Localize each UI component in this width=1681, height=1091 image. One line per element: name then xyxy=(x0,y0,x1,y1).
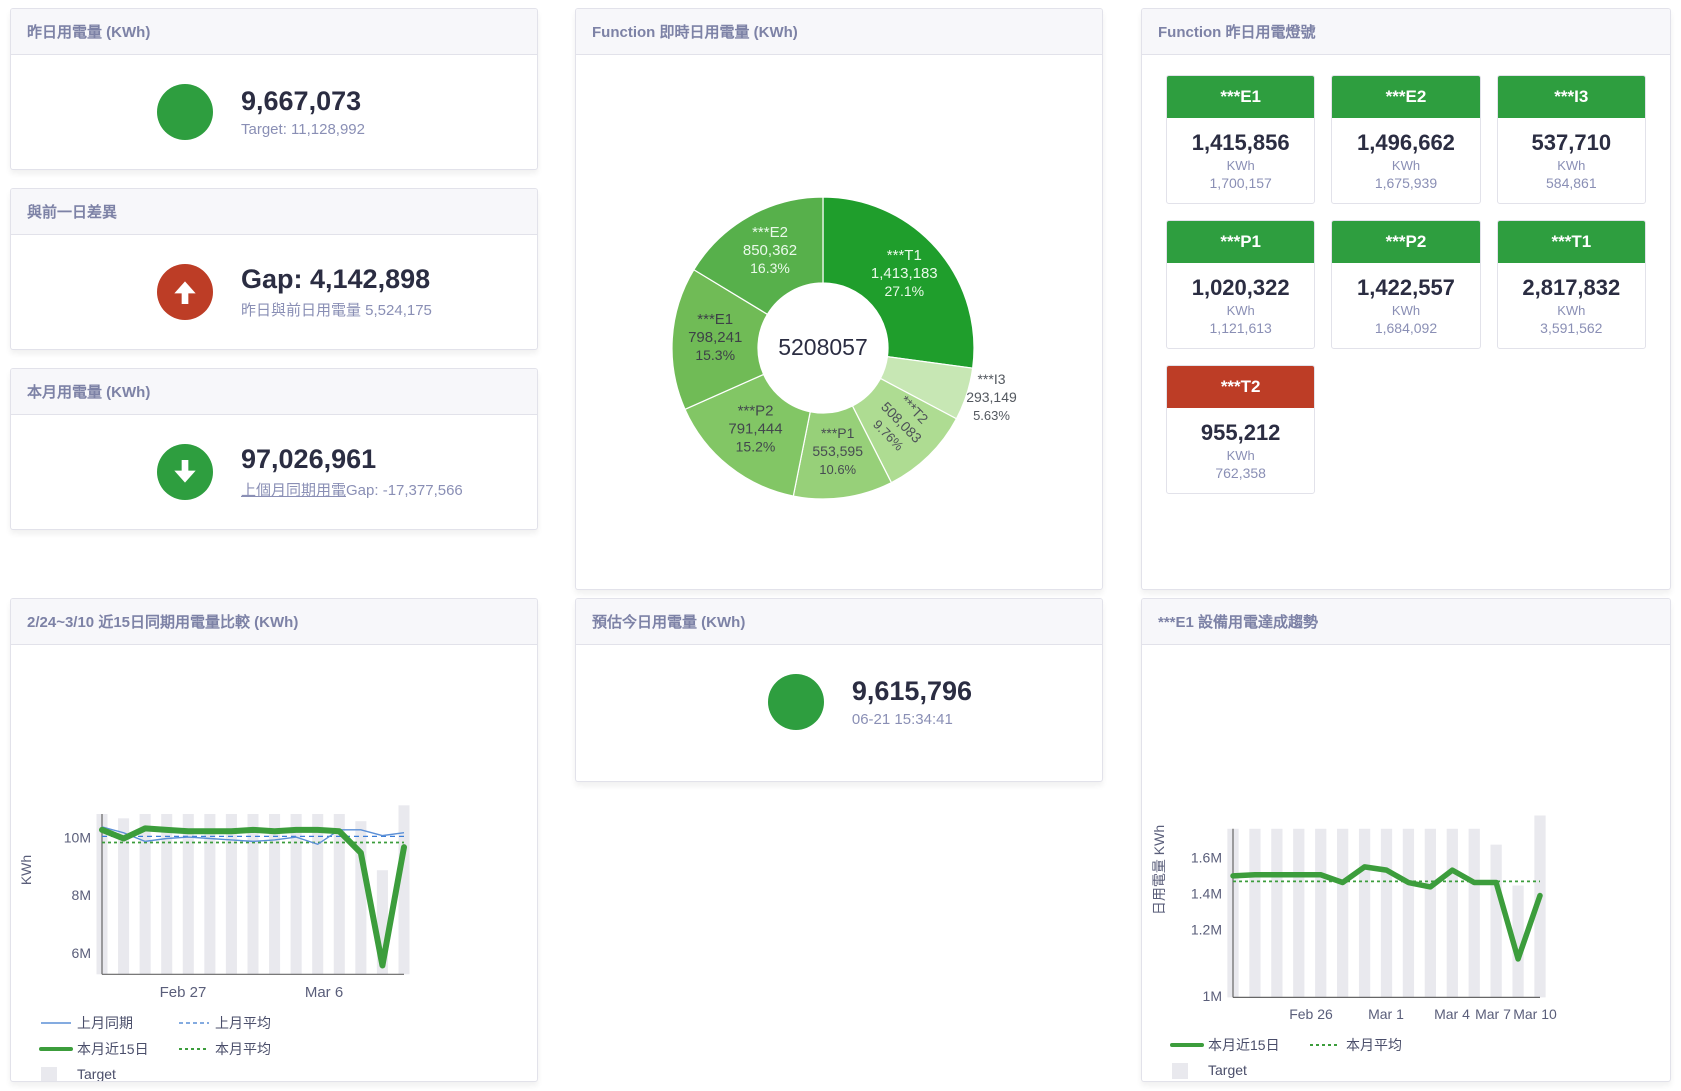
svg-text:本月平均: 本月平均 xyxy=(1346,1037,1402,1053)
svg-text:8M: 8M xyxy=(72,887,91,903)
svg-text:1M: 1M xyxy=(1203,988,1222,1004)
svg-text:1.6M: 1.6M xyxy=(1191,850,1222,866)
svg-text:10M: 10M xyxy=(64,830,91,846)
svg-text:Mar 4: Mar 4 xyxy=(1434,1006,1470,1022)
svg-text:15.2%: 15.2% xyxy=(736,438,776,454)
svg-text:上月同期: 上月同期 xyxy=(77,1015,133,1031)
svg-text:上月平均: 上月平均 xyxy=(215,1015,271,1031)
svg-text:***E2: ***E2 xyxy=(752,224,788,241)
svg-text:1,413,183: 1,413,183 xyxy=(871,265,938,282)
svg-text:1.2M: 1.2M xyxy=(1191,922,1222,938)
svg-text:6M: 6M xyxy=(72,945,91,961)
svg-text:日用電量 KWh: 日用電量 KWh xyxy=(1151,825,1167,915)
svg-text:798,241: 798,241 xyxy=(688,329,742,346)
svg-text:850,362: 850,362 xyxy=(743,242,797,259)
svg-text:Mar 7: Mar 7 xyxy=(1475,1006,1511,1022)
svg-text:***P2: ***P2 xyxy=(738,402,774,419)
svg-text:Feb 27: Feb 27 xyxy=(160,984,207,1001)
svg-text:16.3%: 16.3% xyxy=(750,260,790,276)
svg-text:本月平均: 本月平均 xyxy=(215,1041,271,1057)
svg-text:Mar 1: Mar 1 xyxy=(1368,1006,1404,1022)
svg-text:***I3: ***I3 xyxy=(977,371,1005,387)
svg-text:1.4M: 1.4M xyxy=(1191,886,1222,902)
svg-text:Target: Target xyxy=(1208,1062,1247,1078)
svg-text:KWh: KWh xyxy=(18,855,34,885)
svg-text:553,595: 553,595 xyxy=(812,443,863,459)
svg-text:***E1: ***E1 xyxy=(697,311,733,328)
svg-text:15.3%: 15.3% xyxy=(695,347,735,363)
svg-text:***P1: ***P1 xyxy=(821,425,855,441)
svg-text:10.6%: 10.6% xyxy=(819,462,856,477)
svg-text:791,444: 791,444 xyxy=(728,420,782,437)
svg-text:本月近15日: 本月近15日 xyxy=(77,1041,149,1057)
svg-text:Mar 6: Mar 6 xyxy=(305,984,343,1001)
svg-text:Feb 26: Feb 26 xyxy=(1289,1006,1333,1022)
svg-text:27.1%: 27.1% xyxy=(884,283,924,299)
svg-text:***T1: ***T1 xyxy=(887,247,922,264)
svg-text:Target: Target xyxy=(77,1066,116,1082)
svg-text:本月近15日: 本月近15日 xyxy=(1208,1037,1280,1053)
svg-text:5.63%: 5.63% xyxy=(973,408,1010,423)
svg-text:293,149: 293,149 xyxy=(966,389,1017,405)
svg-text:Mar 10: Mar 10 xyxy=(1513,1006,1557,1022)
svg-text:5208057: 5208057 xyxy=(778,334,868,360)
